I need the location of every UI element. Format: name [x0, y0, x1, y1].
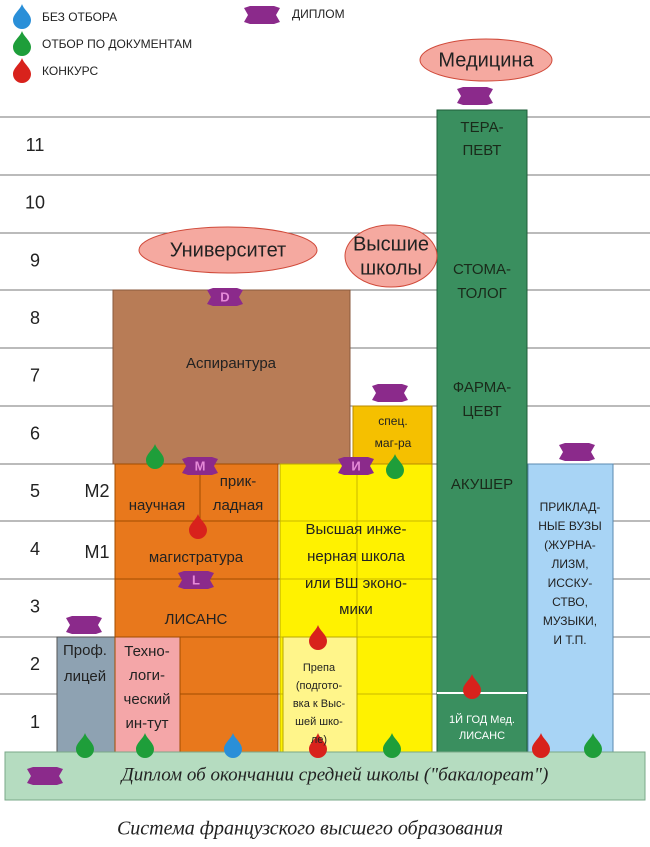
- level-label: 9: [30, 250, 40, 270]
- badge-label: D: [220, 289, 229, 304]
- special-master-block: [352, 405, 433, 465]
- block-label: Техно-: [124, 643, 169, 660]
- block-label: или ВШ эконо-: [305, 575, 407, 592]
- block-label: научная: [129, 497, 186, 514]
- block-label: нерная школа: [307, 548, 405, 565]
- level-label: 3: [30, 597, 40, 617]
- block-label: ЛИСАНС: [165, 611, 228, 628]
- footer-bar: [4, 751, 646, 801]
- lyceum-block: [56, 636, 116, 753]
- block-label: Проф.: [63, 642, 107, 659]
- diploma-badge: [457, 87, 493, 105]
- block-label: ин-тут: [125, 715, 168, 732]
- oval: [344, 224, 438, 288]
- level-label: 5: [30, 481, 40, 501]
- block-label: мики: [339, 601, 373, 618]
- degree-label: M2: [84, 481, 109, 501]
- tech-block: [114, 636, 181, 753]
- block-label: ПРИКЛАД-: [540, 500, 601, 514]
- oval-label: Высшие: [353, 233, 429, 255]
- block-label: магистратура: [149, 549, 244, 566]
- caption: Система французского высшего образования: [117, 818, 503, 840]
- level-label: 6: [30, 423, 40, 443]
- legend-drop: [13, 58, 31, 83]
- legend-drop: [13, 31, 31, 56]
- level-label: 2: [30, 654, 40, 674]
- legend-badge: [244, 6, 280, 24]
- badge-label: И: [351, 458, 360, 473]
- block-label: ЦЕВТ: [462, 403, 501, 420]
- level-label: 8: [30, 308, 40, 328]
- badge-label: L: [192, 572, 200, 587]
- block-label: ПЕВТ: [463, 142, 502, 159]
- block-label: СТОМА-: [453, 261, 511, 278]
- block-label: ФАРМА-: [453, 379, 511, 396]
- block-label: ЛИЗМ,: [551, 557, 588, 571]
- block-label: шей шко-: [295, 716, 343, 728]
- oval: [138, 226, 318, 274]
- diploma-badge: [27, 767, 63, 785]
- footer-text: Диплом об окончании средней школы ("бака…: [120, 764, 549, 785]
- block-label: ладная: [213, 497, 264, 514]
- block-label: Препа: [303, 662, 336, 674]
- doctorate-block: [112, 289, 351, 465]
- legend-label: БЕЗ ОТБОРА: [42, 10, 117, 24]
- block-label: ТЕРА-: [460, 119, 503, 136]
- oval-label: Медицина: [438, 49, 534, 71]
- block-label: 1Й ГОД Мед.: [449, 713, 515, 726]
- block-label: лицей: [64, 668, 106, 685]
- block-label: прик-: [220, 473, 256, 490]
- diploma-badge: [66, 616, 102, 634]
- block-label: ТОЛОГ: [457, 285, 507, 302]
- block-label: И Т.П.: [553, 633, 586, 647]
- block-label: (ЖУРНА-: [544, 538, 596, 552]
- medicine-block: [436, 109, 528, 753]
- legend-label: КОНКУРС: [42, 64, 98, 78]
- block-label: (подгото-: [296, 680, 343, 692]
- block-label: АКУШЕР: [451, 476, 513, 493]
- block-label: логи-: [129, 667, 165, 684]
- level-label: 10: [25, 193, 45, 213]
- diploma-badge: [559, 443, 595, 461]
- block-label: маг-ра: [375, 436, 412, 450]
- level-label: 7: [30, 366, 40, 386]
- block-label: НЫЕ ВУЗЫ: [538, 519, 601, 533]
- level-label: 11: [26, 135, 45, 155]
- oval-label: Университет: [170, 239, 286, 261]
- legend-label: ОТБОР ПО ДОКУМЕНТАМ: [42, 37, 192, 51]
- legend-drop: [13, 4, 31, 29]
- block-label: ле): [311, 734, 327, 746]
- diploma-badge: [372, 384, 408, 402]
- applied-schools-block: [527, 463, 614, 753]
- block-label: Аспирантура: [186, 355, 277, 372]
- oval: [419, 38, 553, 82]
- block-label: вка к Выс-: [293, 698, 346, 710]
- block-label: МУЗЫКИ,: [543, 614, 597, 628]
- block-label: ческий: [124, 691, 171, 708]
- prepa-block: [282, 636, 358, 753]
- level-label: 1: [30, 712, 40, 732]
- oval-label: школы: [360, 257, 422, 279]
- degree-label: M1: [84, 542, 109, 562]
- badge-label: M: [195, 458, 206, 473]
- block-label: спец.: [378, 414, 407, 428]
- level-label: 4: [30, 539, 40, 559]
- legend-label: ДИПЛОМ: [292, 7, 345, 21]
- block-label: ИССКУ-: [548, 576, 593, 590]
- block-label: ЛИСАНС: [459, 730, 505, 742]
- block-label: СТВО,: [552, 595, 588, 609]
- block-label: Высшая инже-: [306, 521, 407, 538]
